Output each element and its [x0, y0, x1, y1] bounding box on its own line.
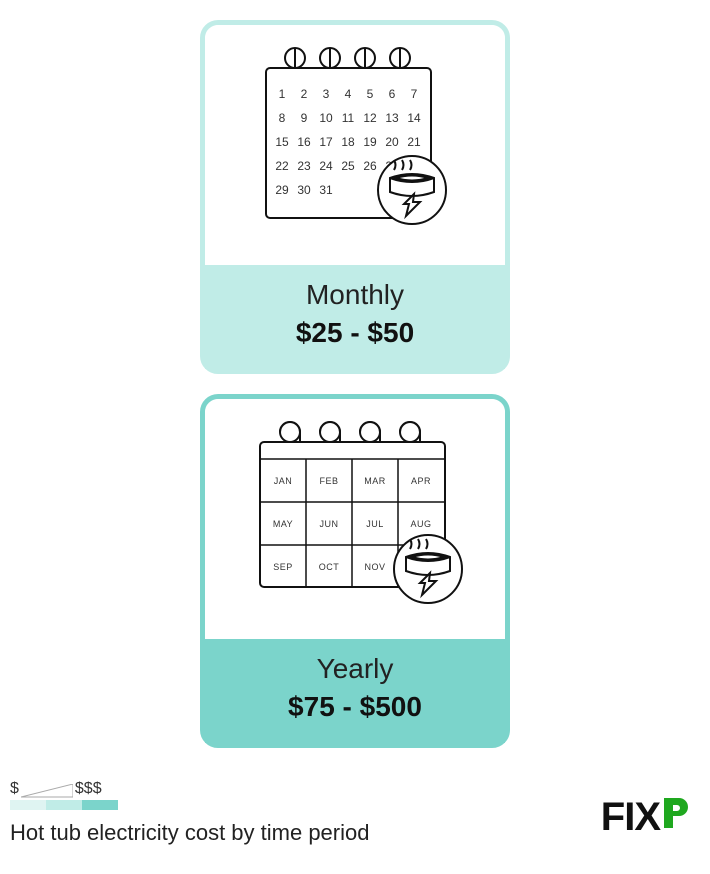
- caption: Hot tub electricity cost by time period: [10, 820, 369, 846]
- svg-text:20: 20: [385, 135, 399, 149]
- svg-text:FEB: FEB: [319, 476, 338, 486]
- logo-text: FIX: [601, 795, 660, 840]
- yearly-period-label: Yearly: [205, 653, 505, 685]
- svg-text:APR: APR: [411, 476, 431, 486]
- svg-text:14: 14: [407, 111, 421, 125]
- svg-text:16: 16: [297, 135, 311, 149]
- svg-text:29: 29: [275, 183, 289, 197]
- svg-text:12: 12: [363, 111, 377, 125]
- svg-text:JAN: JAN: [274, 476, 293, 486]
- svg-text:31: 31: [319, 183, 333, 197]
- legend-high-label: $$$: [75, 780, 102, 798]
- svg-text:19: 19: [363, 135, 377, 149]
- svg-text:1: 1: [279, 87, 286, 101]
- legend-wedge-icon: [21, 784, 73, 798]
- svg-text:5: 5: [367, 87, 374, 101]
- yearly-illustration: JANFEBMARAPRMAYJUNJULAUGSEPOCTNOVDEC: [205, 399, 505, 639]
- yearly-cost-range: $75 - $500: [205, 691, 505, 723]
- svg-text:2: 2: [301, 87, 308, 101]
- svg-text:24: 24: [319, 159, 333, 173]
- svg-text:3: 3: [323, 87, 330, 101]
- svg-text:7: 7: [411, 87, 418, 101]
- card-yearly: JANFEBMARAPRMAYJUNJULAUGSEPOCTNOVDEC Yea…: [200, 394, 510, 748]
- svg-text:10: 10: [319, 111, 333, 125]
- svg-text:6: 6: [389, 87, 396, 101]
- svg-text:MAR: MAR: [364, 476, 386, 486]
- logo-accent-icon: [662, 795, 690, 840]
- legend-low-label: $: [10, 780, 19, 798]
- fixr-logo: FIX: [601, 795, 690, 840]
- svg-text:21: 21: [407, 135, 421, 149]
- svg-text:8: 8: [279, 111, 286, 125]
- svg-text:11: 11: [342, 111, 355, 125]
- legend-color-bar: [10, 800, 369, 810]
- cards-container: 1234567891011121314151617181920212223242…: [0, 20, 710, 748]
- monthly-label-area: Monthly $25 - $50: [205, 265, 505, 369]
- svg-text:JUL: JUL: [366, 519, 384, 529]
- calendar-monthly-icon: 1234567891011121314151617181920212223242…: [240, 40, 470, 250]
- svg-text:17: 17: [319, 135, 333, 149]
- svg-text:23: 23: [297, 159, 311, 173]
- yearly-label-area: Yearly $75 - $500: [205, 639, 505, 743]
- svg-text:13: 13: [385, 111, 399, 125]
- svg-text:4: 4: [345, 87, 352, 101]
- svg-text:NOV: NOV: [364, 562, 385, 572]
- svg-text:JUN: JUN: [320, 519, 339, 529]
- svg-text:OCT: OCT: [319, 562, 340, 572]
- svg-text:SEP: SEP: [273, 562, 293, 572]
- svg-text:9: 9: [301, 111, 308, 125]
- svg-text:15: 15: [275, 135, 289, 149]
- svg-text:26: 26: [363, 159, 377, 173]
- svg-text:25: 25: [341, 159, 355, 173]
- monthly-period-label: Monthly: [205, 279, 505, 311]
- card-monthly: 1234567891011121314151617181920212223242…: [200, 20, 510, 374]
- legend: $ $$$ Hot tub electricity cost by time p…: [10, 780, 369, 846]
- svg-text:22: 22: [275, 159, 289, 173]
- svg-text:MAY: MAY: [273, 519, 293, 529]
- svg-text:18: 18: [341, 135, 355, 149]
- monthly-illustration: 1234567891011121314151617181920212223242…: [205, 25, 505, 265]
- monthly-cost-range: $25 - $50: [205, 317, 505, 349]
- calendar-yearly-icon: JANFEBMARAPRMAYJUNJULAUGSEPOCTNOVDEC: [230, 414, 480, 624]
- svg-text:AUG: AUG: [410, 519, 431, 529]
- svg-text:30: 30: [297, 183, 311, 197]
